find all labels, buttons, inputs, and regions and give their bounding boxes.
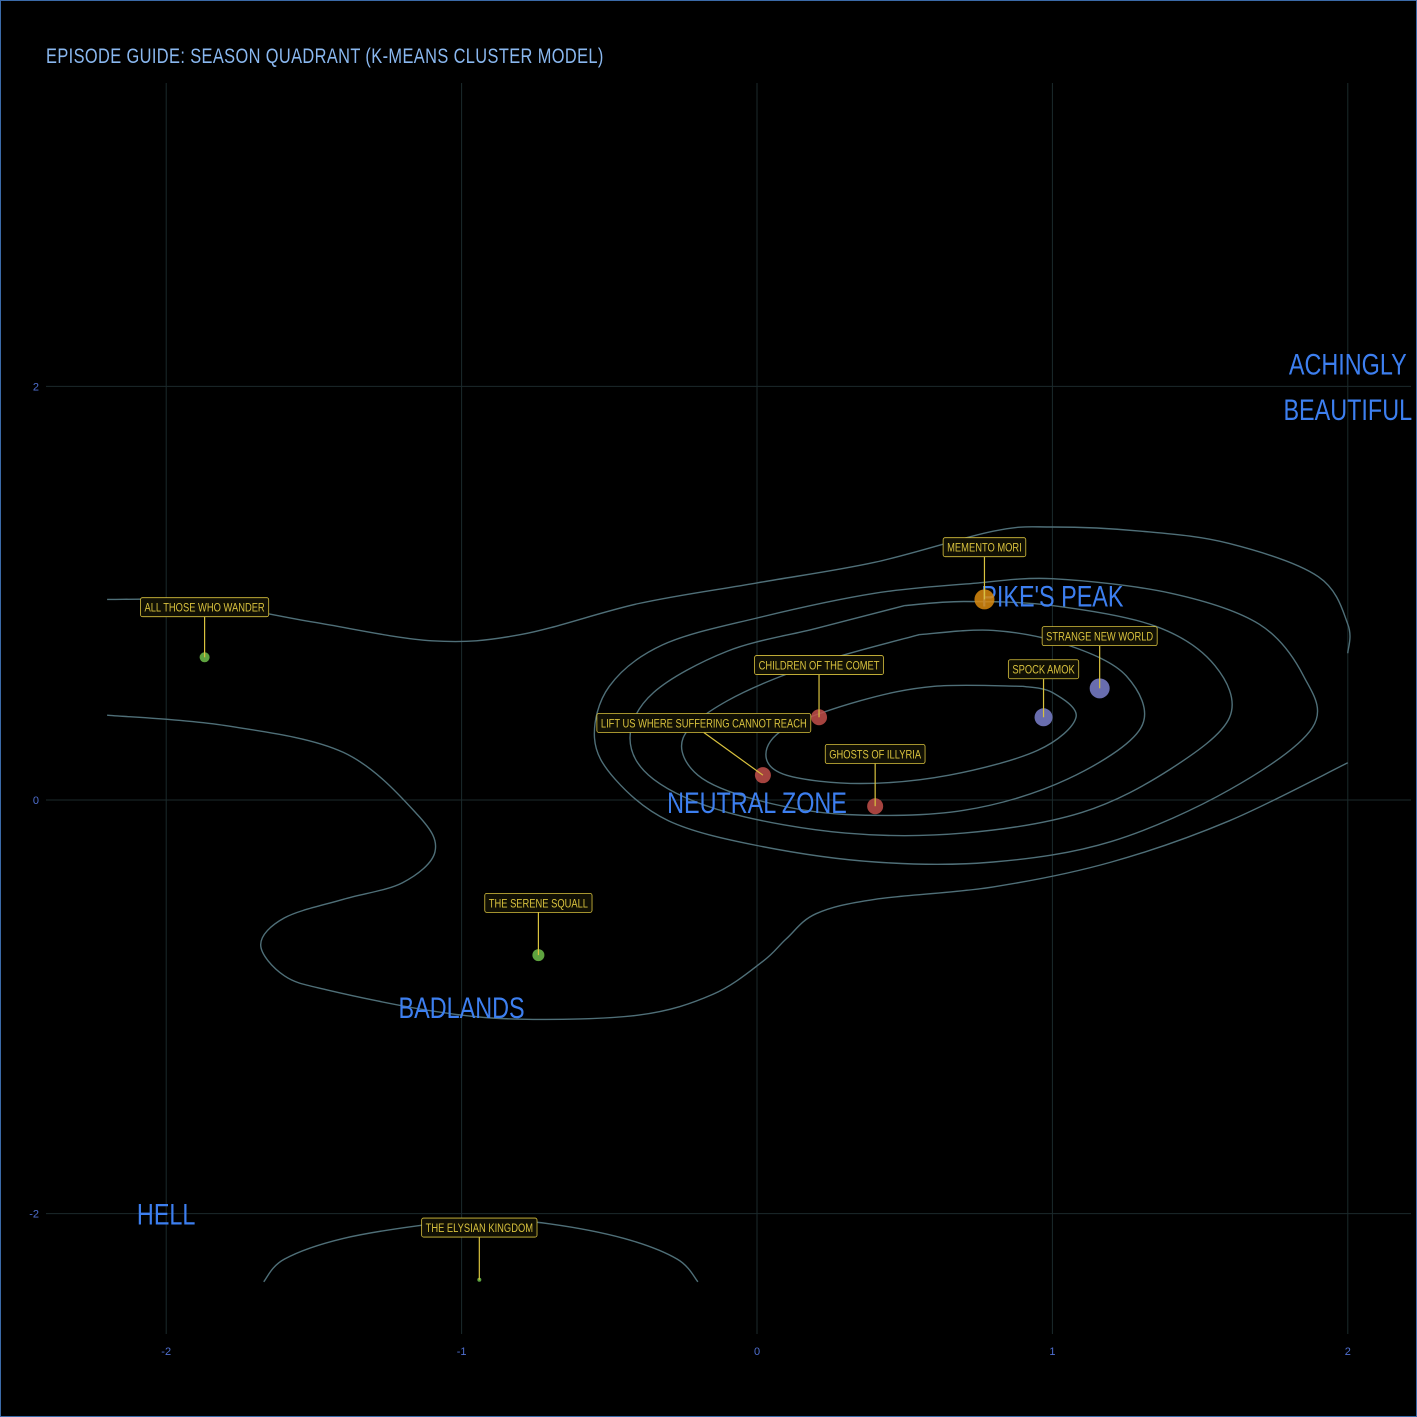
episode-leader-line <box>703 731 764 776</box>
episode-label-box <box>942 537 1027 558</box>
episode-label-text: LIFT US WHERE SUFFERING CANNOT REACH <box>601 717 807 730</box>
episode-label: ALL THOSE WHO WANDER <box>140 597 270 618</box>
y-tick-label: 0 <box>33 795 39 807</box>
episode-label-text: ALL THOSE WHO WANDER <box>145 602 265 615</box>
density-contours <box>107 526 1351 1283</box>
episode-points <box>199 589 1110 1282</box>
episode-labels: ALL THOSE WHO WANDER THE SERENE SQUALL THE… <box>140 537 1158 1280</box>
episode-label-text: SPOCK AMOK <box>1012 664 1075 677</box>
axis-ticks: -2 -1 0 1 2 -2 0 2 <box>29 381 1351 1358</box>
zone-label: ACHINGLY <box>1289 348 1407 381</box>
density-contour-line <box>593 577 1319 866</box>
y-tick-label: -2 <box>29 1209 39 1221</box>
episode-label: STRANGE NEW WORLD <box>1041 626 1158 647</box>
y-tick-label: 2 <box>33 381 39 393</box>
episode-label: MEMENTO MORI <box>942 537 1027 558</box>
episode-label: THE SERENE SQUALL <box>484 893 593 913</box>
zone-label: HELL <box>137 1198 196 1231</box>
density-contour-line <box>107 526 1351 654</box>
x-tick-label: 0 <box>754 1346 760 1358</box>
chart-title: EPISODE GUIDE: SEASON QUADRANT (K-MEANS … <box>46 45 604 68</box>
density-contour-line <box>107 714 1349 1021</box>
episode-label-text: GHOSTS OF ILLYRIA <box>829 748 922 761</box>
x-tick-label: 1 <box>1049 1346 1055 1358</box>
x-tick-label: 2 <box>1345 1346 1351 1358</box>
zone-label: PIKE'S PEAK <box>981 580 1123 613</box>
episode-label-box <box>1007 659 1080 680</box>
episode-label: THE ELYSIAN KINGDOM <box>421 1217 538 1238</box>
episode-label-box <box>596 713 812 733</box>
episode-label-text: THE SERENE SQUALL <box>489 897 588 910</box>
density-contour-line <box>765 684 1077 785</box>
episode-label-box <box>754 655 884 675</box>
zone-label: BEAUTIFUL <box>1283 393 1412 426</box>
episode-label-box <box>421 1217 538 1238</box>
zone-labels: PIKE'S PEAK NEUTRAL ZONE BADLANDS HELL ACHIN… <box>137 348 1412 1231</box>
episode-label-box <box>1041 626 1158 647</box>
x-tick-label: -2 <box>161 1346 171 1358</box>
density-contour-line <box>629 600 1233 837</box>
episode-label-box <box>824 744 926 764</box>
zone-label: BADLANDS <box>399 991 525 1024</box>
grid-layer <box>46 83 1411 1334</box>
zone-label: NEUTRAL ZONE <box>667 786 847 819</box>
episode-label-box <box>484 893 593 913</box>
density-contour-line <box>680 629 1146 817</box>
episode-label-text: CHILDREN OF THE COMET <box>759 660 880 673</box>
episode-label: CHILDREN OF THE COMET <box>754 655 884 675</box>
episode-label-text: STRANGE NEW WORLD <box>1046 631 1153 644</box>
episode-label: LIFT US WHERE SUFFERING CANNOT REACH <box>596 713 812 733</box>
x-tick-label: -1 <box>457 1346 467 1358</box>
episode-label: SPOCK AMOK <box>1007 659 1080 680</box>
episode-label: GHOSTS OF ILLYRIA <box>824 744 926 764</box>
episode-label-text: THE ELYSIAN KINGDOM <box>426 1222 533 1235</box>
episode-label-box <box>140 597 270 618</box>
episode-label-text: MEMENTO MORI <box>947 542 1022 555</box>
